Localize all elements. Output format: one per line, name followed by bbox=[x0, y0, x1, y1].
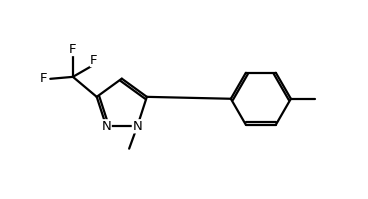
Text: N: N bbox=[132, 120, 142, 133]
Text: N: N bbox=[102, 120, 111, 133]
Text: F: F bbox=[40, 72, 47, 85]
Text: F: F bbox=[69, 43, 77, 56]
Text: F: F bbox=[90, 54, 98, 67]
